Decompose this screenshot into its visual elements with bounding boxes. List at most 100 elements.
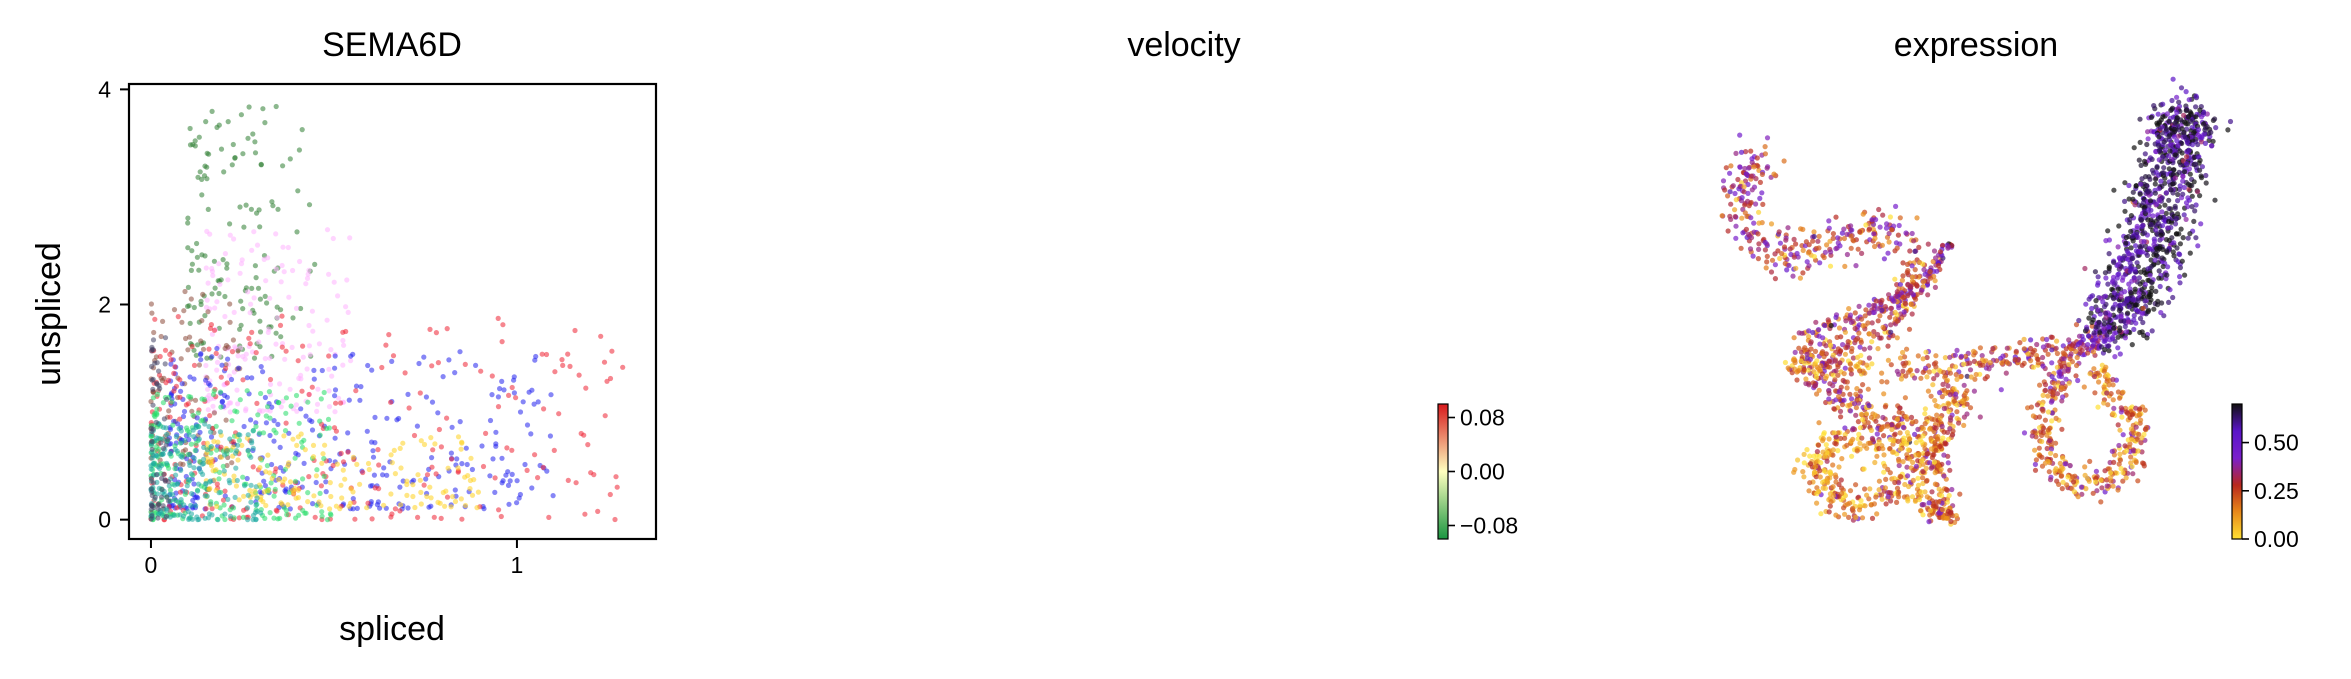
data-point: [257, 489, 263, 495]
embedding-point: [2146, 203, 2152, 209]
embedding-point: [2099, 485, 2105, 491]
embedding-point: [1902, 300, 1908, 306]
data-point: [305, 490, 311, 496]
data-point: [241, 423, 247, 430]
data-point: [498, 513, 504, 520]
embedding-point: [1947, 392, 1953, 398]
embedding-point: [2166, 218, 2172, 225]
data-point: [459, 440, 465, 446]
embedding-point: [1900, 424, 1906, 430]
embedding-point: [2090, 342, 2096, 348]
embedding-point: [2159, 255, 2165, 261]
data-point: [320, 451, 326, 457]
data-point: [150, 337, 157, 343]
embedding-point: [1857, 359, 1863, 365]
embedding-point: [2161, 165, 2167, 171]
data-point: [224, 380, 230, 386]
data-point: [191, 376, 197, 382]
embedding-point: [2045, 393, 2051, 399]
embedding-point: [2134, 231, 2140, 237]
embedding-point: [2129, 437, 2135, 443]
embedding-point: [1933, 447, 1939, 453]
data-point: [229, 349, 236, 355]
data-point: [341, 342, 347, 348]
data-point: [148, 486, 154, 492]
embedding-point: [1928, 465, 1934, 471]
embedding-point: [1835, 448, 1841, 454]
embedding-point: [1801, 451, 1807, 457]
embedding-point: [2126, 304, 2133, 310]
data-point: [337, 506, 343, 512]
embedding-point: [1967, 367, 1974, 373]
data-point: [340, 467, 346, 473]
embedding-point: [2134, 260, 2140, 266]
data-point: [201, 396, 207, 403]
embedding-point: [1903, 441, 1910, 447]
embedding-point: [1856, 330, 1862, 336]
data-point: [257, 318, 263, 324]
embedding-point: [2116, 461, 2122, 467]
embedding-point: [2137, 315, 2144, 322]
data-point: [223, 417, 229, 423]
embedding-point: [1914, 283, 1920, 289]
embedding-point: [2153, 288, 2159, 294]
data-point: [263, 420, 269, 426]
embedding-point: [1794, 377, 1800, 383]
data-point: [239, 257, 245, 263]
embedding-point: [1871, 231, 1877, 237]
embedding-point: [1728, 163, 1734, 169]
data-point: [206, 486, 212, 493]
data-point: [179, 319, 185, 325]
data-point: [227, 232, 233, 238]
data-point: [279, 262, 285, 269]
embedding-point: [1896, 458, 1902, 464]
data-point: [504, 445, 510, 451]
embedding-point: [2073, 373, 2079, 379]
data-point: [469, 492, 476, 498]
embedding-point: [2193, 93, 2199, 99]
embedding-point: [2175, 191, 2181, 198]
embedding-point: [2074, 362, 2080, 369]
embedding-point: [1953, 391, 1959, 397]
embedding-point: [2046, 343, 2052, 349]
embedding-point: [1858, 498, 1864, 504]
embedding-point: [1810, 329, 1816, 336]
embedding-point: [1903, 414, 1909, 420]
embedding-point: [1925, 241, 1931, 247]
embedding-point: [1823, 375, 1829, 381]
embedding-point: [2208, 129, 2214, 135]
embedding-point: [2036, 414, 2043, 420]
embedding-point: [2183, 216, 2189, 222]
data-point: [243, 408, 249, 414]
embedding-point: [1940, 435, 1946, 441]
data-point: [227, 513, 234, 519]
embedding-point: [1869, 339, 1875, 345]
embedding-point: [2174, 94, 2180, 100]
embedding-point: [1984, 374, 1990, 380]
embedding-point: [1935, 263, 1942, 269]
embedding-point: [2184, 107, 2190, 113]
embedding-point: [1828, 249, 1834, 255]
embedding-point: [1880, 446, 1886, 452]
data-point: [397, 484, 403, 490]
embedding-point: [1920, 512, 1926, 518]
data-point: [234, 477, 240, 484]
data-point: [274, 304, 280, 310]
embedding-point: [2170, 76, 2176, 82]
data-point: [196, 516, 202, 523]
embedding-point: [1849, 227, 1855, 233]
embedding-point: [2111, 405, 2117, 411]
data-point: [565, 477, 571, 483]
data-point: [404, 478, 410, 484]
embedding-point: [1895, 438, 1901, 444]
embedding-point: [1779, 251, 1785, 257]
colorbar-tick-label: 0.25: [2254, 478, 2299, 504]
embedding-point: [2107, 312, 2113, 318]
embedding-point: [2183, 121, 2189, 127]
embedding-point: [1885, 343, 1891, 349]
embedding-point: [1848, 223, 1854, 229]
data-point: [423, 394, 429, 400]
embedding-point: [1862, 503, 1868, 509]
embedding-point: [2095, 404, 2101, 410]
embedding-point: [2136, 431, 2142, 437]
